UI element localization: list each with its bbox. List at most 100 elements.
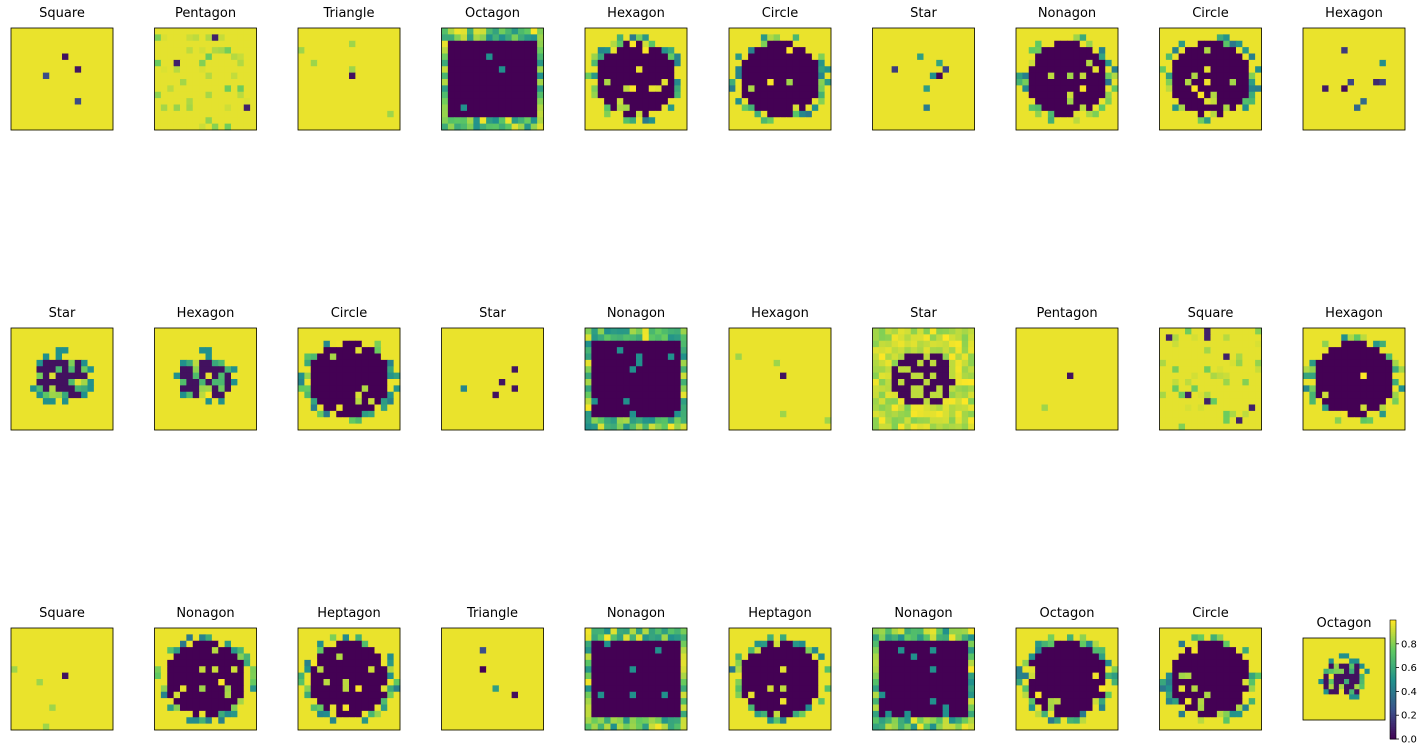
heatmap-cell	[655, 104, 662, 112]
heatmap-cell	[1229, 104, 1237, 112]
heatmap-cell	[591, 366, 599, 374]
heatmap-cell	[186, 423, 194, 431]
heatmap-cell	[674, 85, 682, 93]
heatmap-cell	[661, 385, 669, 393]
heatmap-cell	[224, 110, 232, 118]
heatmap-cell	[486, 391, 493, 399]
heatmap-cell	[154, 34, 162, 42]
heatmap-cell	[49, 123, 57, 131]
heatmap-cell	[30, 398, 37, 405]
heatmap-cell	[1236, 47, 1243, 54]
heatmap-cell	[374, 40, 382, 48]
heatmap-cell	[667, 417, 675, 425]
heatmap-cell	[298, 117, 305, 125]
heatmap-cell	[106, 117, 114, 125]
heatmap-cell	[361, 347, 369, 354]
heatmap-cell	[1236, 28, 1243, 35]
heatmap-cell	[368, 385, 375, 393]
heatmap-cell	[304, 34, 312, 42]
heatmap-cell	[349, 372, 356, 380]
heatmap-cell	[81, 79, 88, 86]
heatmap-cell	[1191, 410, 1199, 418]
heatmap-cell	[454, 379, 462, 386]
heatmap-cell	[636, 28, 643, 35]
heatmap-cell	[1341, 59, 1349, 67]
heatmap-cell	[1047, 66, 1055, 74]
heatmap-cell	[304, 117, 312, 125]
heatmap-cell	[387, 85, 395, 93]
heatmap-cell	[498, 40, 506, 48]
heatmap-cell	[374, 372, 382, 380]
heatmap-cell	[1054, 328, 1062, 335]
heatmap-cell	[1347, 66, 1355, 74]
heatmap-cell	[1204, 72, 1211, 80]
heatmap-cell	[1236, 104, 1243, 112]
heatmap-cell	[454, 391, 462, 399]
heatmap-cell	[667, 398, 675, 405]
heatmap-cell	[342, 379, 350, 386]
heatmap-cell	[317, 334, 324, 342]
heatmap-cell	[30, 410, 37, 418]
heatmap-cell	[374, 417, 382, 425]
heatmap-cell	[36, 404, 44, 412]
heatmap-cell	[955, 353, 963, 361]
heatmap-cell	[616, 340, 624, 348]
heatmap-cell	[655, 347, 662, 354]
heatmap-cell	[530, 66, 538, 74]
heatmap-cell	[1165, 328, 1173, 335]
heatmap-cell	[597, 117, 605, 125]
heatmap-cell	[192, 79, 200, 86]
heatmap-cell	[917, 385, 924, 393]
heatmap-cell	[878, 359, 886, 367]
heatmap-cell	[824, 66, 832, 74]
heatmap-cell	[42, 123, 50, 131]
heatmap-cell	[1334, 53, 1342, 61]
heatmap-cell	[917, 334, 924, 342]
heatmap-cell	[1385, 340, 1393, 348]
heatmap-cell	[100, 53, 108, 61]
heatmap-cell	[811, 379, 819, 386]
heatmap-cell	[585, 47, 592, 54]
heatmap-cell	[329, 104, 337, 112]
heatmap-cell	[1229, 79, 1237, 86]
heatmap-cell	[87, 28, 95, 35]
heatmap-cell	[1242, 53, 1250, 61]
heatmap-cell	[298, 353, 305, 361]
heatmap-cell	[393, 410, 401, 418]
heatmap-cell	[623, 385, 631, 393]
heatmap-cell	[824, 79, 832, 86]
heatmap-cell	[623, 410, 631, 418]
heatmap-cell	[1334, 66, 1342, 74]
heatmap-cell	[968, 91, 975, 99]
heatmap-cell	[106, 334, 114, 342]
heatmap-cell	[524, 353, 532, 361]
heatmap-cell	[754, 40, 762, 48]
heatmap-cell	[100, 123, 108, 131]
heatmap-cell	[1204, 79, 1211, 86]
heatmap-cell	[1229, 334, 1237, 342]
heatmap-cell	[393, 123, 401, 131]
heatmap-cell	[447, 334, 455, 342]
heatmap-cell	[1197, 340, 1205, 348]
heatmap-cell	[910, 91, 918, 99]
heatmap-cell	[786, 34, 794, 42]
heatmap-cell	[942, 417, 950, 425]
heatmap-cell	[1178, 47, 1186, 54]
heatmap-cell	[518, 404, 525, 412]
heatmap-cell	[1092, 366, 1100, 374]
heatmap-cell	[211, 72, 219, 80]
heatmap-cell	[441, 385, 449, 393]
heatmap-cell	[441, 334, 449, 342]
heatmap-cell	[1159, 72, 1167, 80]
heatmap-cell	[205, 379, 213, 386]
heatmap-cell	[505, 28, 513, 35]
heatmap-cell	[30, 91, 37, 99]
heatmap-cell	[1210, 72, 1218, 80]
heatmap-cell	[180, 34, 187, 42]
heatmap-cell	[393, 353, 401, 361]
heatmap-cell	[106, 398, 114, 405]
heatmap-cell	[447, 359, 455, 367]
heatmap-cell	[1322, 117, 1329, 125]
heatmap-cell	[805, 366, 813, 374]
heatmap-cell	[1086, 34, 1093, 42]
